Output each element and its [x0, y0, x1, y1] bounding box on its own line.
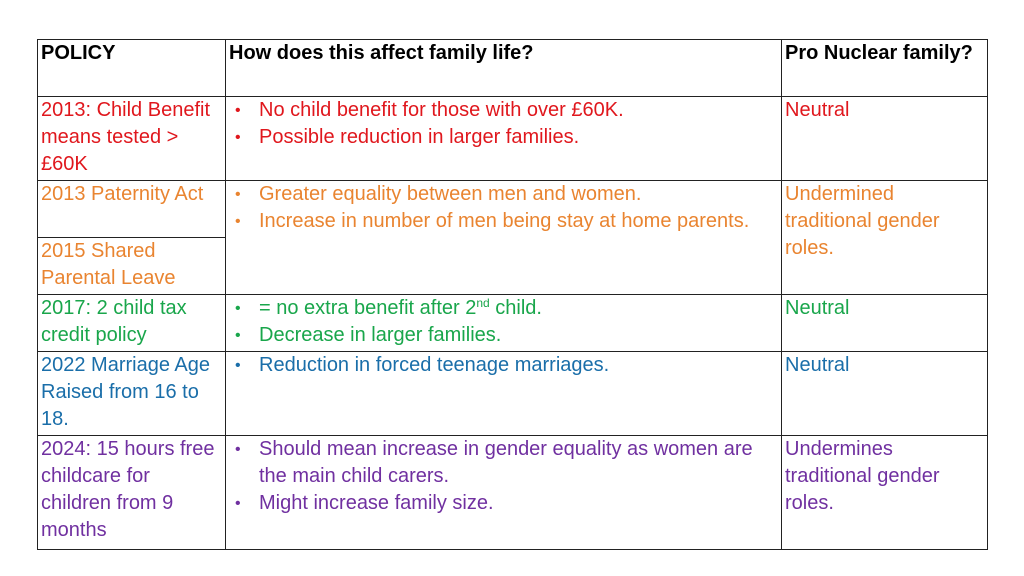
policy-cell: 2015 Shared Parental Leave	[37, 237, 226, 295]
list-item: • No child benefit for those with over £6…	[229, 98, 778, 125]
bullet-icon: •	[235, 186, 241, 203]
effect-cell: • Reduction in forced teenage marriages.	[225, 351, 782, 436]
effect-cell: • Greater equality between men and women.…	[225, 180, 782, 295]
list-item: • Decrease in larger families.	[229, 322, 778, 349]
table-row: 2022 Marriage Age Raised from 16 to 18. …	[37, 351, 988, 436]
header-pro-nuclear: Pro Nuclear family?	[781, 39, 988, 97]
bullet-icon: •	[235, 357, 241, 374]
list-item: • Reduction in forced teenage marriages.	[229, 353, 778, 380]
bullet-icon: •	[235, 327, 241, 344]
effect-cell: • Should mean increase in gender equality…	[225, 435, 782, 550]
table-row: 2013: Child Benefit means tested > £60K …	[37, 96, 988, 181]
table-row: 2015 Shared Parental Leave	[37, 237, 988, 295]
table-row: 2017: 2 child tax credit policy • = no ex…	[37, 294, 988, 352]
effect-list: • No child benefit for those with over £6…	[229, 98, 778, 152]
list-item: • Should mean increase in gender equality…	[235, 438, 753, 487]
header-policy: POLICY	[37, 39, 226, 97]
list-item: • Increase in number of men being stay at…	[229, 208, 778, 235]
list-item: • Might increase family size.	[229, 490, 778, 517]
pro-nuclear-cell: Neutral	[781, 96, 988, 181]
pro-nuclear-cell: Undermined traditional gender roles.	[781, 180, 988, 295]
list-item: • = no extra benefit after 2nd child.	[229, 296, 778, 323]
pro-nuclear-cell: Undermines traditional gender roles.	[781, 435, 988, 550]
bullet-icon: •	[235, 102, 241, 119]
policy-cell: 2024: 15 hours free childcare for childr…	[37, 435, 226, 550]
policy-table: POLICY How does this affect family life?…	[37, 39, 988, 550]
bullet-icon: •	[235, 213, 241, 230]
bullet-icon: •	[235, 129, 241, 146]
bullet-icon: •	[235, 441, 241, 458]
table-row: 2024: 15 hours free childcare for childr…	[37, 435, 988, 550]
policy-cell: 2013: Child Benefit means tested > £60K	[37, 96, 226, 181]
effect-list: • Should mean increase in gender equality…	[229, 437, 778, 518]
policy-cell: 2013 Paternity Act	[37, 180, 226, 238]
effect-list: • Greater equality between men and women.…	[229, 182, 778, 236]
bullet-icon: •	[235, 300, 241, 317]
header-effect: How does this affect family life?	[225, 39, 782, 97]
pro-nuclear-cell: Neutral	[781, 294, 988, 352]
policy-cell: 2022 Marriage Age Raised from 16 to 18.	[37, 351, 226, 436]
effect-list: • = no extra benefit after 2nd child. • De…	[229, 296, 778, 350]
policy-cell: 2017: 2 child tax credit policy	[37, 294, 226, 352]
list-item: • Possible reduction in larger families.	[229, 124, 778, 151]
table-header-row: POLICY How does this affect family life?…	[37, 39, 988, 97]
effect-cell: • No child benefit for those with over £6…	[225, 96, 782, 181]
table-row: 2013 Paternity Act • Greater equality bet…	[37, 180, 988, 295]
list-item: • Greater equality between men and women.	[229, 182, 778, 209]
pro-nuclear-cell: Neutral	[781, 351, 988, 436]
effect-list: • Reduction in forced teenage marriages.	[229, 353, 778, 380]
effect-cell: • = no extra benefit after 2nd child. • De…	[225, 294, 782, 352]
bullet-icon: •	[235, 495, 241, 512]
